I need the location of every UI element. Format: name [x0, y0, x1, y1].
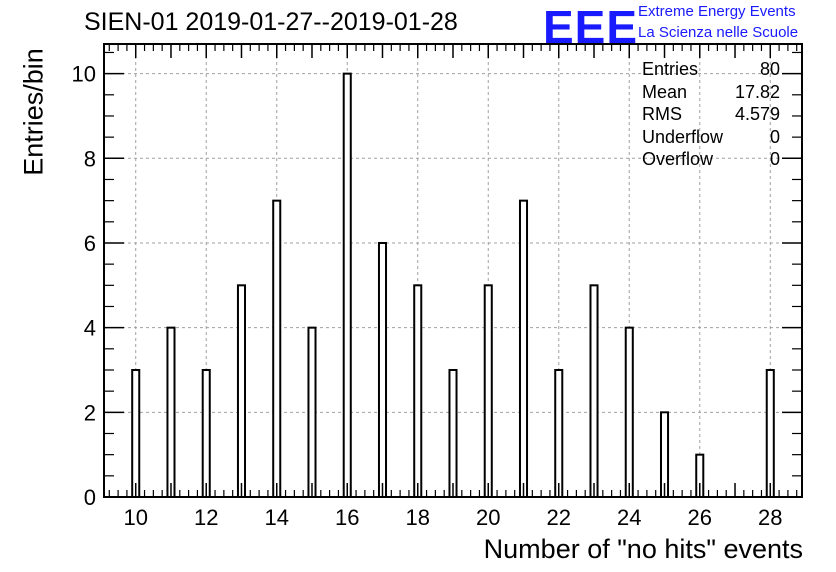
histogram-bar	[413, 284, 423, 498]
x-tick-label: 16	[335, 505, 359, 530]
stats-row-rms: RMS 4.579	[642, 103, 780, 126]
histogram-bar	[201, 368, 211, 499]
x-tick-label: 18	[406, 505, 430, 530]
y-tick-label: 2	[84, 400, 96, 425]
stats-row-mean: Mean 17.82	[642, 81, 780, 104]
histogram-bar	[131, 368, 141, 499]
x-tick-label: 20	[476, 505, 500, 530]
stats-row-entries: Entries 80	[642, 58, 780, 81]
x-tick-label: 10	[123, 505, 147, 530]
histogram-bar	[448, 368, 458, 499]
stats-value: 0	[769, 149, 780, 169]
histogram-bar	[272, 199, 282, 498]
stats-value: 80	[759, 59, 780, 79]
chart-title: SIEN-01 2019-01-27--2019-01-28	[84, 8, 458, 36]
y-tick-label: 8	[84, 146, 96, 171]
x-tick-label: 24	[617, 505, 641, 530]
y-tick-label: 4	[84, 316, 96, 341]
histogram-bar	[554, 368, 564, 499]
y-tick-label: 6	[84, 231, 96, 256]
stats-label: RMS	[642, 104, 682, 124]
plot-frame	[103, 43, 803, 498]
stats-label: Mean	[642, 81, 688, 102]
x-axis-label: Number of "no hits" events	[483, 534, 803, 564]
x-tick-label: 28	[758, 505, 782, 530]
logo-line-1: Extreme Energy Events	[638, 3, 796, 20]
histogram-bar	[483, 284, 493, 498]
histogram-bar	[166, 326, 176, 498]
x-tick-label: 26	[688, 505, 712, 530]
logo-line-2: La Scienza nelle Scuole	[638, 24, 799, 41]
stats-row-overflow: Overflow 0	[642, 148, 780, 171]
stats-value: 4.579	[734, 104, 780, 124]
histogram-bar	[624, 326, 634, 498]
histogram-bar	[307, 326, 317, 498]
histogram-bar	[236, 284, 247, 498]
x-tick-label: 14	[264, 505, 288, 530]
stats-box: Entries 80 Mean 17.82 RMS 4.579 Underflo…	[642, 58, 780, 171]
stats-label: Overflow	[642, 149, 714, 169]
histogram-bar	[765, 368, 775, 499]
y-axis-label: Entries/bin	[18, 48, 49, 176]
stats-row-underflow: Underflow 0	[642, 126, 780, 149]
y-tick-label: 10	[72, 62, 96, 87]
histogram-bars	[131, 72, 775, 499]
histogram-bar	[342, 72, 352, 498]
stats-value: 17.82	[734, 81, 780, 102]
histogram-bar	[377, 241, 388, 498]
x-tick-label: 12	[194, 505, 218, 530]
x-tick-label: 22	[547, 505, 571, 530]
y-tick-label: 0	[84, 485, 96, 510]
eee-logo: EEE	[543, 1, 639, 53]
stats-value: 0	[769, 126, 780, 147]
stats-label: Underflow	[642, 126, 724, 147]
histogram-bar	[589, 284, 599, 498]
stats-label: Entries	[642, 59, 699, 79]
histogram-bar	[518, 199, 529, 498]
